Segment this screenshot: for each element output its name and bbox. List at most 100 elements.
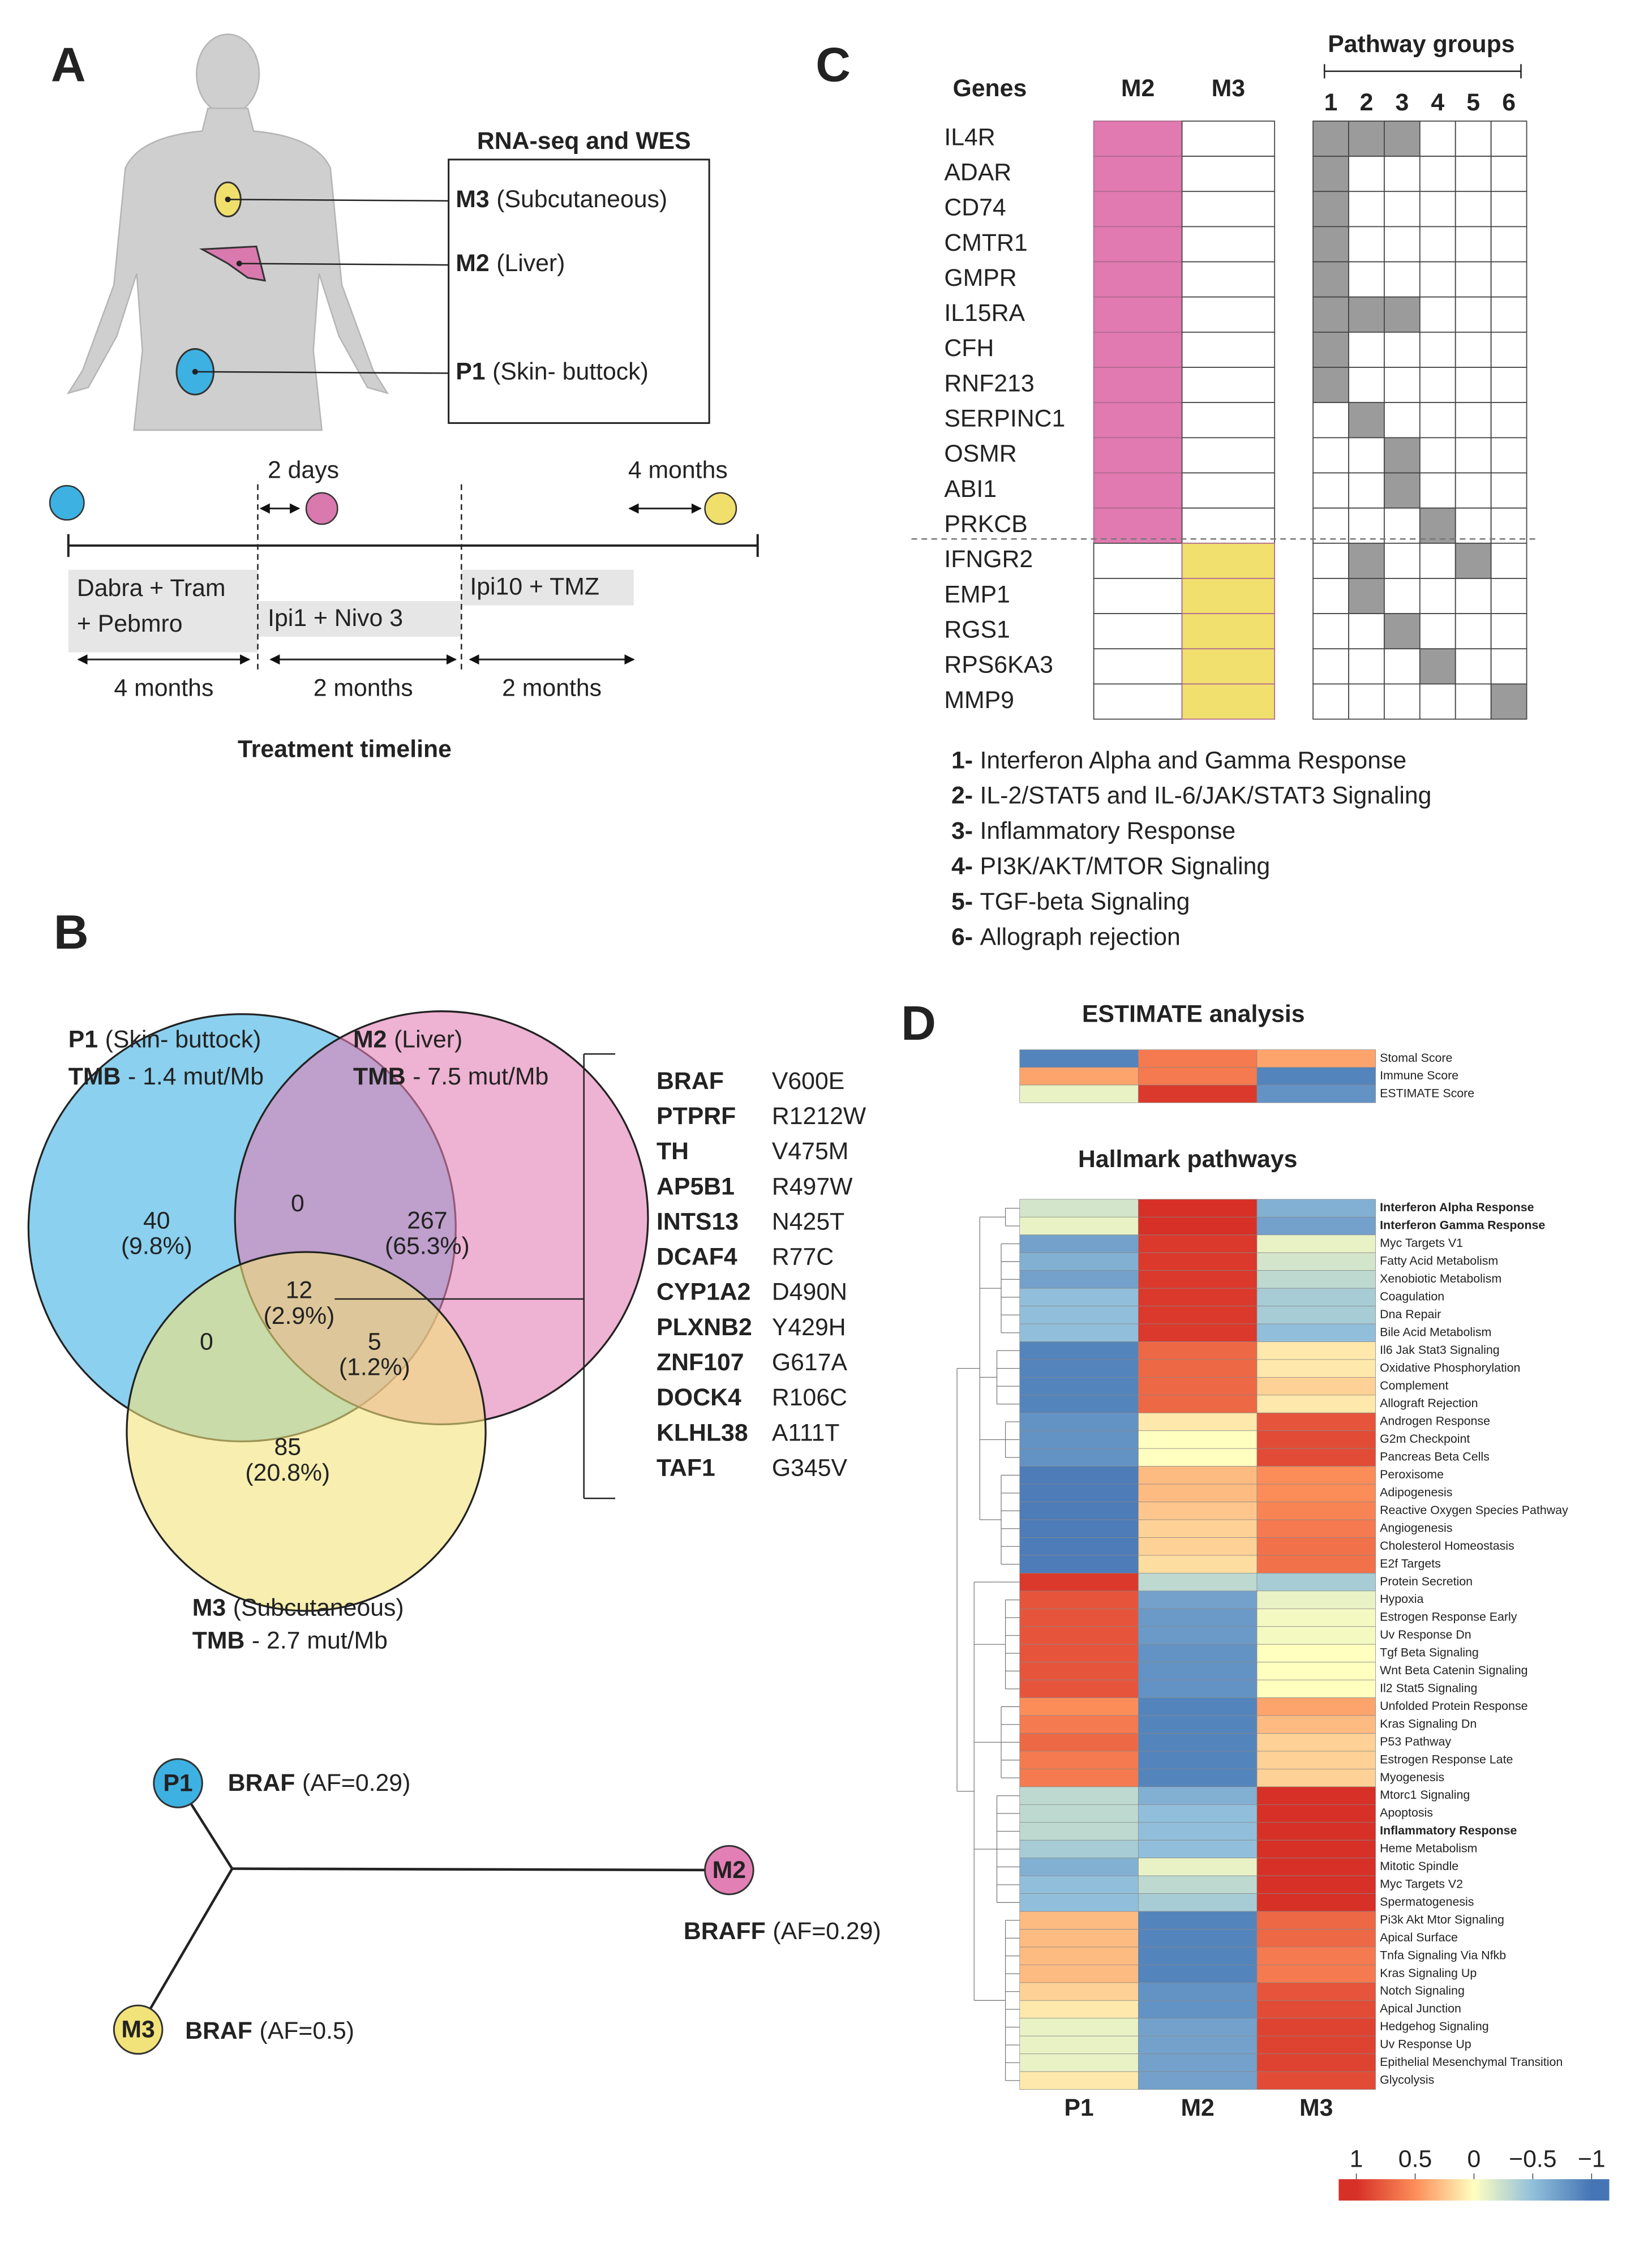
gene-label: ADAR — [944, 158, 1011, 186]
sample-cell — [1093, 437, 1183, 474]
group-number: 1 — [1324, 89, 1338, 116]
estimate-cell — [1256, 1067, 1376, 1086]
sample-cell — [1181, 331, 1276, 368]
pathway-cell — [1454, 191, 1492, 228]
estimate-cell-label: Immune Score — [1380, 1069, 1458, 1082]
pathway-cell — [1490, 542, 1527, 579]
region-count: 0 — [291, 1190, 304, 1217]
colorbar-tick-label: 0 — [1468, 2146, 1481, 2173]
pathway-cell — [1454, 367, 1492, 404]
sample-cell — [1181, 296, 1276, 333]
mutation-change: R77C — [772, 1244, 834, 1271]
set-tmb-part: TMB — [353, 1063, 406, 1090]
pathway-cell — [1419, 226, 1456, 263]
pathway-cell — [1312, 542, 1349, 579]
pathway-legend-part: 3- — [951, 817, 973, 844]
sample-cell — [1093, 683, 1183, 720]
hallmark-cell-label: Androgen Response — [1380, 1414, 1490, 1428]
pathway-cell — [1348, 261, 1385, 298]
pathway-cell — [1348, 402, 1385, 439]
hallmark-cell — [1256, 1822, 1376, 1841]
mutation-change: V600E — [772, 1067, 844, 1095]
hallmark-cell-label: Estrogen Response Early — [1380, 1610, 1517, 1624]
sample-cell — [1181, 578, 1276, 614]
hallmark-cell — [1019, 1679, 1139, 1698]
pathway-legend-part: Inflammatory Response — [980, 817, 1236, 844]
hallmark-cell-label: Inflammatory Response — [1380, 1824, 1517, 1837]
hallmark-cell-label: Xenobiotic Metabolism — [1380, 1272, 1501, 1285]
hallmark-cell-label: Spermatogenesis — [1380, 1895, 1474, 1909]
hallmark-cell-label: G2m Checkpoint — [1380, 1432, 1470, 1446]
tree-annotation-part: BRAF — [228, 1769, 295, 1796]
hallmark-cell — [1019, 1377, 1139, 1396]
hallmark-cell — [1019, 2035, 1139, 2055]
duration-label: 4 months — [114, 674, 213, 701]
mutation-change: R1212W — [772, 1103, 866, 1130]
hallmark-cell — [1019, 1430, 1139, 1449]
hallmark-cell-label: Bile Acid Metabolism — [1380, 1325, 1491, 1339]
hallmark-cell — [1138, 1555, 1258, 1573]
site-label-part: M3 — [456, 186, 489, 213]
pathway-cell — [1348, 578, 1385, 614]
hallmark-cell — [1256, 2071, 1376, 2090]
pathway-cell — [1454, 437, 1492, 474]
hallmark-cell — [1138, 1929, 1258, 1948]
pathway-cell — [1348, 507, 1385, 544]
hallmark-cell-label: Myogenesis — [1380, 1770, 1444, 1784]
hallmark-cell-label: Coagulation — [1380, 1289, 1444, 1303]
hallmark-cell — [1138, 2071, 1258, 2090]
sample-cell — [1093, 402, 1183, 439]
estimate-title: ESTIMATE analysis — [1082, 1001, 1305, 1028]
pathway-cell — [1384, 648, 1421, 685]
sample-header: M3 — [1212, 75, 1245, 102]
hallmark-cell-label: Mitotic Spindle — [1380, 1859, 1458, 1873]
pathway-cell — [1312, 367, 1349, 404]
pathway-cell — [1348, 191, 1385, 228]
sample-cell — [1093, 156, 1183, 192]
sample-cell — [1093, 578, 1183, 614]
interval-label: 4 months — [628, 456, 728, 483]
mutation-gene: CYP1A2 — [656, 1279, 750, 1306]
estimate-cell-label: Stomal Score — [1380, 1051, 1452, 1065]
hallmark-cell-label: Apical Surface — [1380, 1931, 1458, 1944]
hallmark-cell — [1019, 1412, 1139, 1431]
set-tmb-part: TMB — [68, 1063, 121, 1090]
leader-line — [195, 371, 449, 374]
hallmark-cell — [1138, 1270, 1258, 1289]
mutation-gene: TH — [656, 1138, 689, 1165]
pathway-cell — [1490, 191, 1527, 228]
hallmark-cell-label: Pancreas Beta Cells — [1380, 1450, 1490, 1464]
hallmark-cell — [1256, 1840, 1376, 1859]
tree-annotation-part: (AF=0.29) — [302, 1769, 410, 1796]
pathway-cell — [1312, 648, 1349, 685]
set-label-part: M3 — [192, 1594, 226, 1622]
pathway-cell — [1348, 683, 1385, 720]
sample-cell — [1093, 226, 1183, 263]
hallmark-cell — [1138, 2035, 1258, 2055]
hallmark-cell — [1019, 1769, 1139, 1787]
estimate-cell — [1019, 1067, 1139, 1086]
hallmark-cell-label: Tnfa Signaling Via Nfkb — [1380, 1948, 1506, 1962]
pathway-cell — [1384, 261, 1421, 298]
pathway-cell — [1312, 578, 1349, 614]
region-percent: (9.8%) — [121, 1233, 192, 1260]
hallmark-cell — [1019, 1858, 1139, 1876]
hallmark-cell — [1019, 1502, 1139, 1520]
hallmark-cell — [1138, 1875, 1258, 1894]
pathway-cell — [1348, 472, 1385, 509]
treatment-band — [68, 569, 258, 653]
hallmark-cell — [1019, 2053, 1139, 2072]
hallmark-cell — [1256, 1965, 1376, 1983]
set-label-part: P1 — [68, 1026, 98, 1053]
hallmark-cell — [1138, 1626, 1258, 1645]
hallmark-cell — [1256, 1626, 1376, 1645]
hallmark-cell — [1138, 1733, 1258, 1752]
set-tmb: TMB - 7.5 mut/Mb — [353, 1063, 548, 1090]
sample-cell — [1181, 648, 1276, 685]
hallmark-cell-label: Glycolysis — [1380, 2073, 1434, 2086]
site-label-part: P1 — [456, 358, 485, 385]
gene-label: ABI1 — [944, 475, 997, 503]
pathway-legend-part: 6- — [951, 924, 973, 951]
mutation-change: G345V — [772, 1455, 848, 1482]
